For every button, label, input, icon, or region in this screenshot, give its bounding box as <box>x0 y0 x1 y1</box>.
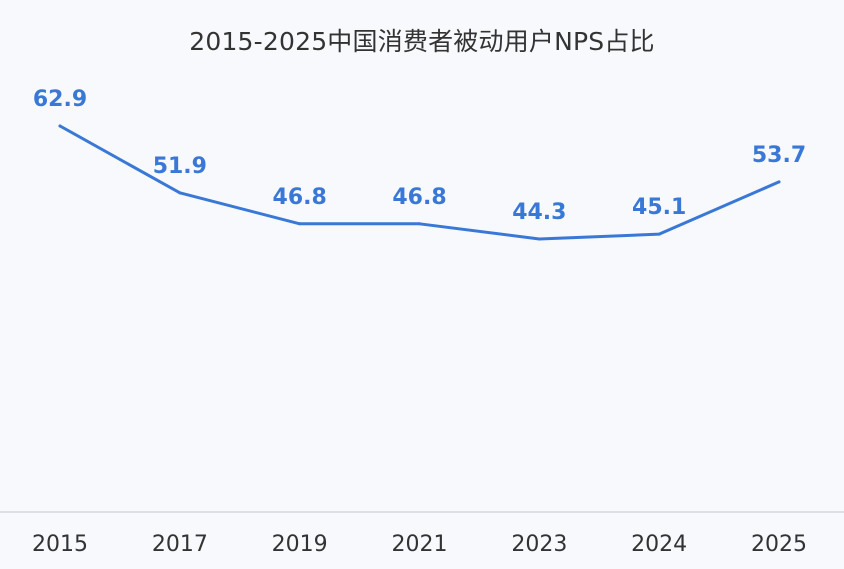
data-label-2023: 44.3 <box>512 200 566 225</box>
x-tick-label-2015: 2015 <box>32 532 88 557</box>
x-tick-label-2017: 2017 <box>152 532 208 557</box>
drop-lines <box>59 126 780 512</box>
x-tick-label-2025: 2025 <box>751 532 807 557</box>
data-point-2021 <box>418 222 421 226</box>
x-tick-label-2023: 2023 <box>511 532 567 557</box>
data-labels: 62.9 51.9 46.8 46.8 44.3 45.1 53.7 <box>33 87 806 225</box>
x-tick-label-2024: 2024 <box>631 532 687 557</box>
data-point-2017 <box>178 191 182 195</box>
data-label-2017: 51.9 <box>153 154 207 179</box>
x-tick-label-2019: 2019 <box>272 532 328 557</box>
data-label-2015: 62.9 <box>33 87 87 112</box>
data-point-2019 <box>298 222 302 226</box>
data-label-2024: 45.1 <box>632 195 686 220</box>
series-line <box>58 124 781 241</box>
x-tick-label-2021: 2021 <box>392 532 448 557</box>
data-label-2021: 46.8 <box>392 185 446 210</box>
chart-title: 2015-2025中国消费者被动用户NPS占比 <box>189 27 655 56</box>
data-point-2015 <box>58 124 62 128</box>
data-point-2024 <box>657 232 661 236</box>
data-label-2019: 46.8 <box>273 185 327 210</box>
data-label-2025: 53.7 <box>752 143 806 168</box>
data-point-2023 <box>537 237 541 241</box>
x-tick-labels: 2015 2017 2019 2021 2023 2024 2025 <box>32 532 807 557</box>
data-point-2025 <box>777 180 781 184</box>
